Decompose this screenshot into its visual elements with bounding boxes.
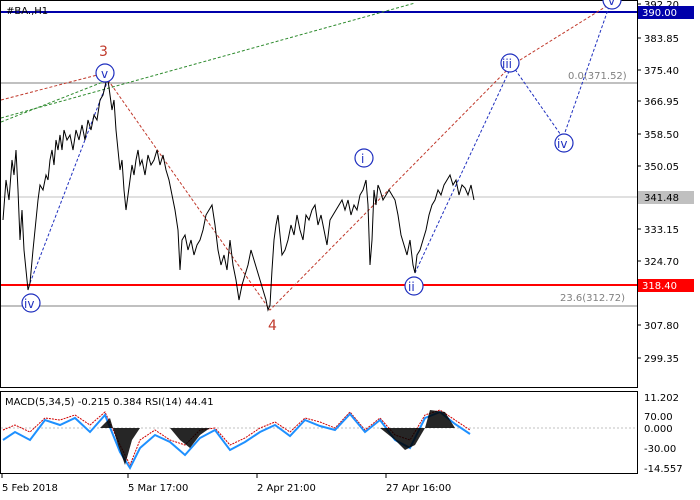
price-tick: 299.35 [644,354,679,365]
price-tick: 366.95 [644,97,679,108]
price-tick: 350.05 [644,162,679,173]
current-price-label: 341.48 [644,193,679,204]
wave-marker-iv[interactable]: iv [554,133,574,153]
wave-marker-iii[interactable]: iii [500,53,520,73]
wave-marker-iv-left-ring [21,293,41,313]
price-tick: 358.50 [644,130,679,141]
wave-label-iv: iv [557,137,567,151]
time-tick: 2 Apr 21:00 [257,483,316,494]
wave-label-ii: ii [408,280,415,294]
wave-marker-v-ring [95,63,115,83]
wave-label-iv-left: iv [24,297,34,311]
wave-marker-i-ring [354,148,374,168]
wave-marker-red-4: 4 [268,318,277,334]
wave-label-v-target: v [608,0,615,8]
wave-marker-iv-left[interactable]: iv [21,293,41,313]
indicator-axis: 11.202 70.00 0.000 -30.00 -14.557 [644,393,683,475]
price-tick: 392.20 [644,0,679,11]
price-tick: 375.40 [644,66,679,77]
price-tick: 324.70 [644,257,679,268]
price-tick: 383.85 [644,34,679,45]
wave-marker-ii[interactable]: ii [404,276,424,296]
indicator-label: MACD(5,34,5) -0.215 0.384 RSI(14) 44.41 [5,397,214,408]
wave-label-red-3: 3 [99,44,108,60]
time-axis: 5 Feb 2018 5 Mar 17:00 2 Apr 21:00 27 Ap… [1,474,451,494]
current-price-tag [638,191,694,204]
indicator-panel-frame [0,391,638,474]
wave-marker-ii-ring [404,276,424,296]
wave-marker-i[interactable]: i [354,148,374,168]
support-price-tag [638,279,694,292]
resistance-price-tag [638,6,694,19]
price-tick: 333.15 [644,225,679,236]
green-trendline-1[interactable] [0,2,416,119]
red-trendline-top[interactable] [0,72,106,101]
price-tick: 307.80 [644,321,679,332]
green-trendline-2[interactable] [0,79,109,123]
wave-path-blue[interactable] [29,79,109,284]
wave-marker-iv-ring [554,133,574,153]
fib-236-label: 23.6(312.72) [560,293,625,304]
price-axis: 392.20 383.85 375.40 366.95 358.50 350.0… [637,0,679,365]
wave-marker-v[interactable]: v [95,63,115,83]
symbol-label: #BA.,H1 [6,6,48,17]
wave-marker-red-3: 3 [99,44,108,60]
wave-label-red-4: 4 [268,318,277,334]
time-tick: 5 Mar 17:00 [128,483,188,494]
wave-marker-v-target-ring [602,0,622,10]
rsi-line [2,409,471,467]
time-tick: 27 Apr 16:00 [386,483,451,494]
indicator-tick: 70.00 [644,412,673,423]
indicator-tick: -14.557 [644,464,683,475]
indicator-tick: 11.202 [644,393,679,404]
fib-0-label: 0.0(371.52) [568,71,627,82]
wave-label-i: i [361,152,364,166]
support-price-label: 318.40 [642,281,677,292]
wave-marker-v-target[interactable]: v [602,0,622,10]
time-tick: 5 Feb 2018 [2,483,58,494]
wave-marker-iii-ring [500,53,520,73]
price-series [2,78,475,312]
wave-label-v: v [101,67,108,81]
price-panel-frame [0,0,638,388]
indicator-tick: 0.000 [644,424,673,435]
resistance-price-label: 390.00 [642,8,677,19]
indicator-tick: -30.00 [644,444,676,455]
wave-label-iii: iii [502,57,512,71]
wave-path-red[interactable] [107,3,611,311]
